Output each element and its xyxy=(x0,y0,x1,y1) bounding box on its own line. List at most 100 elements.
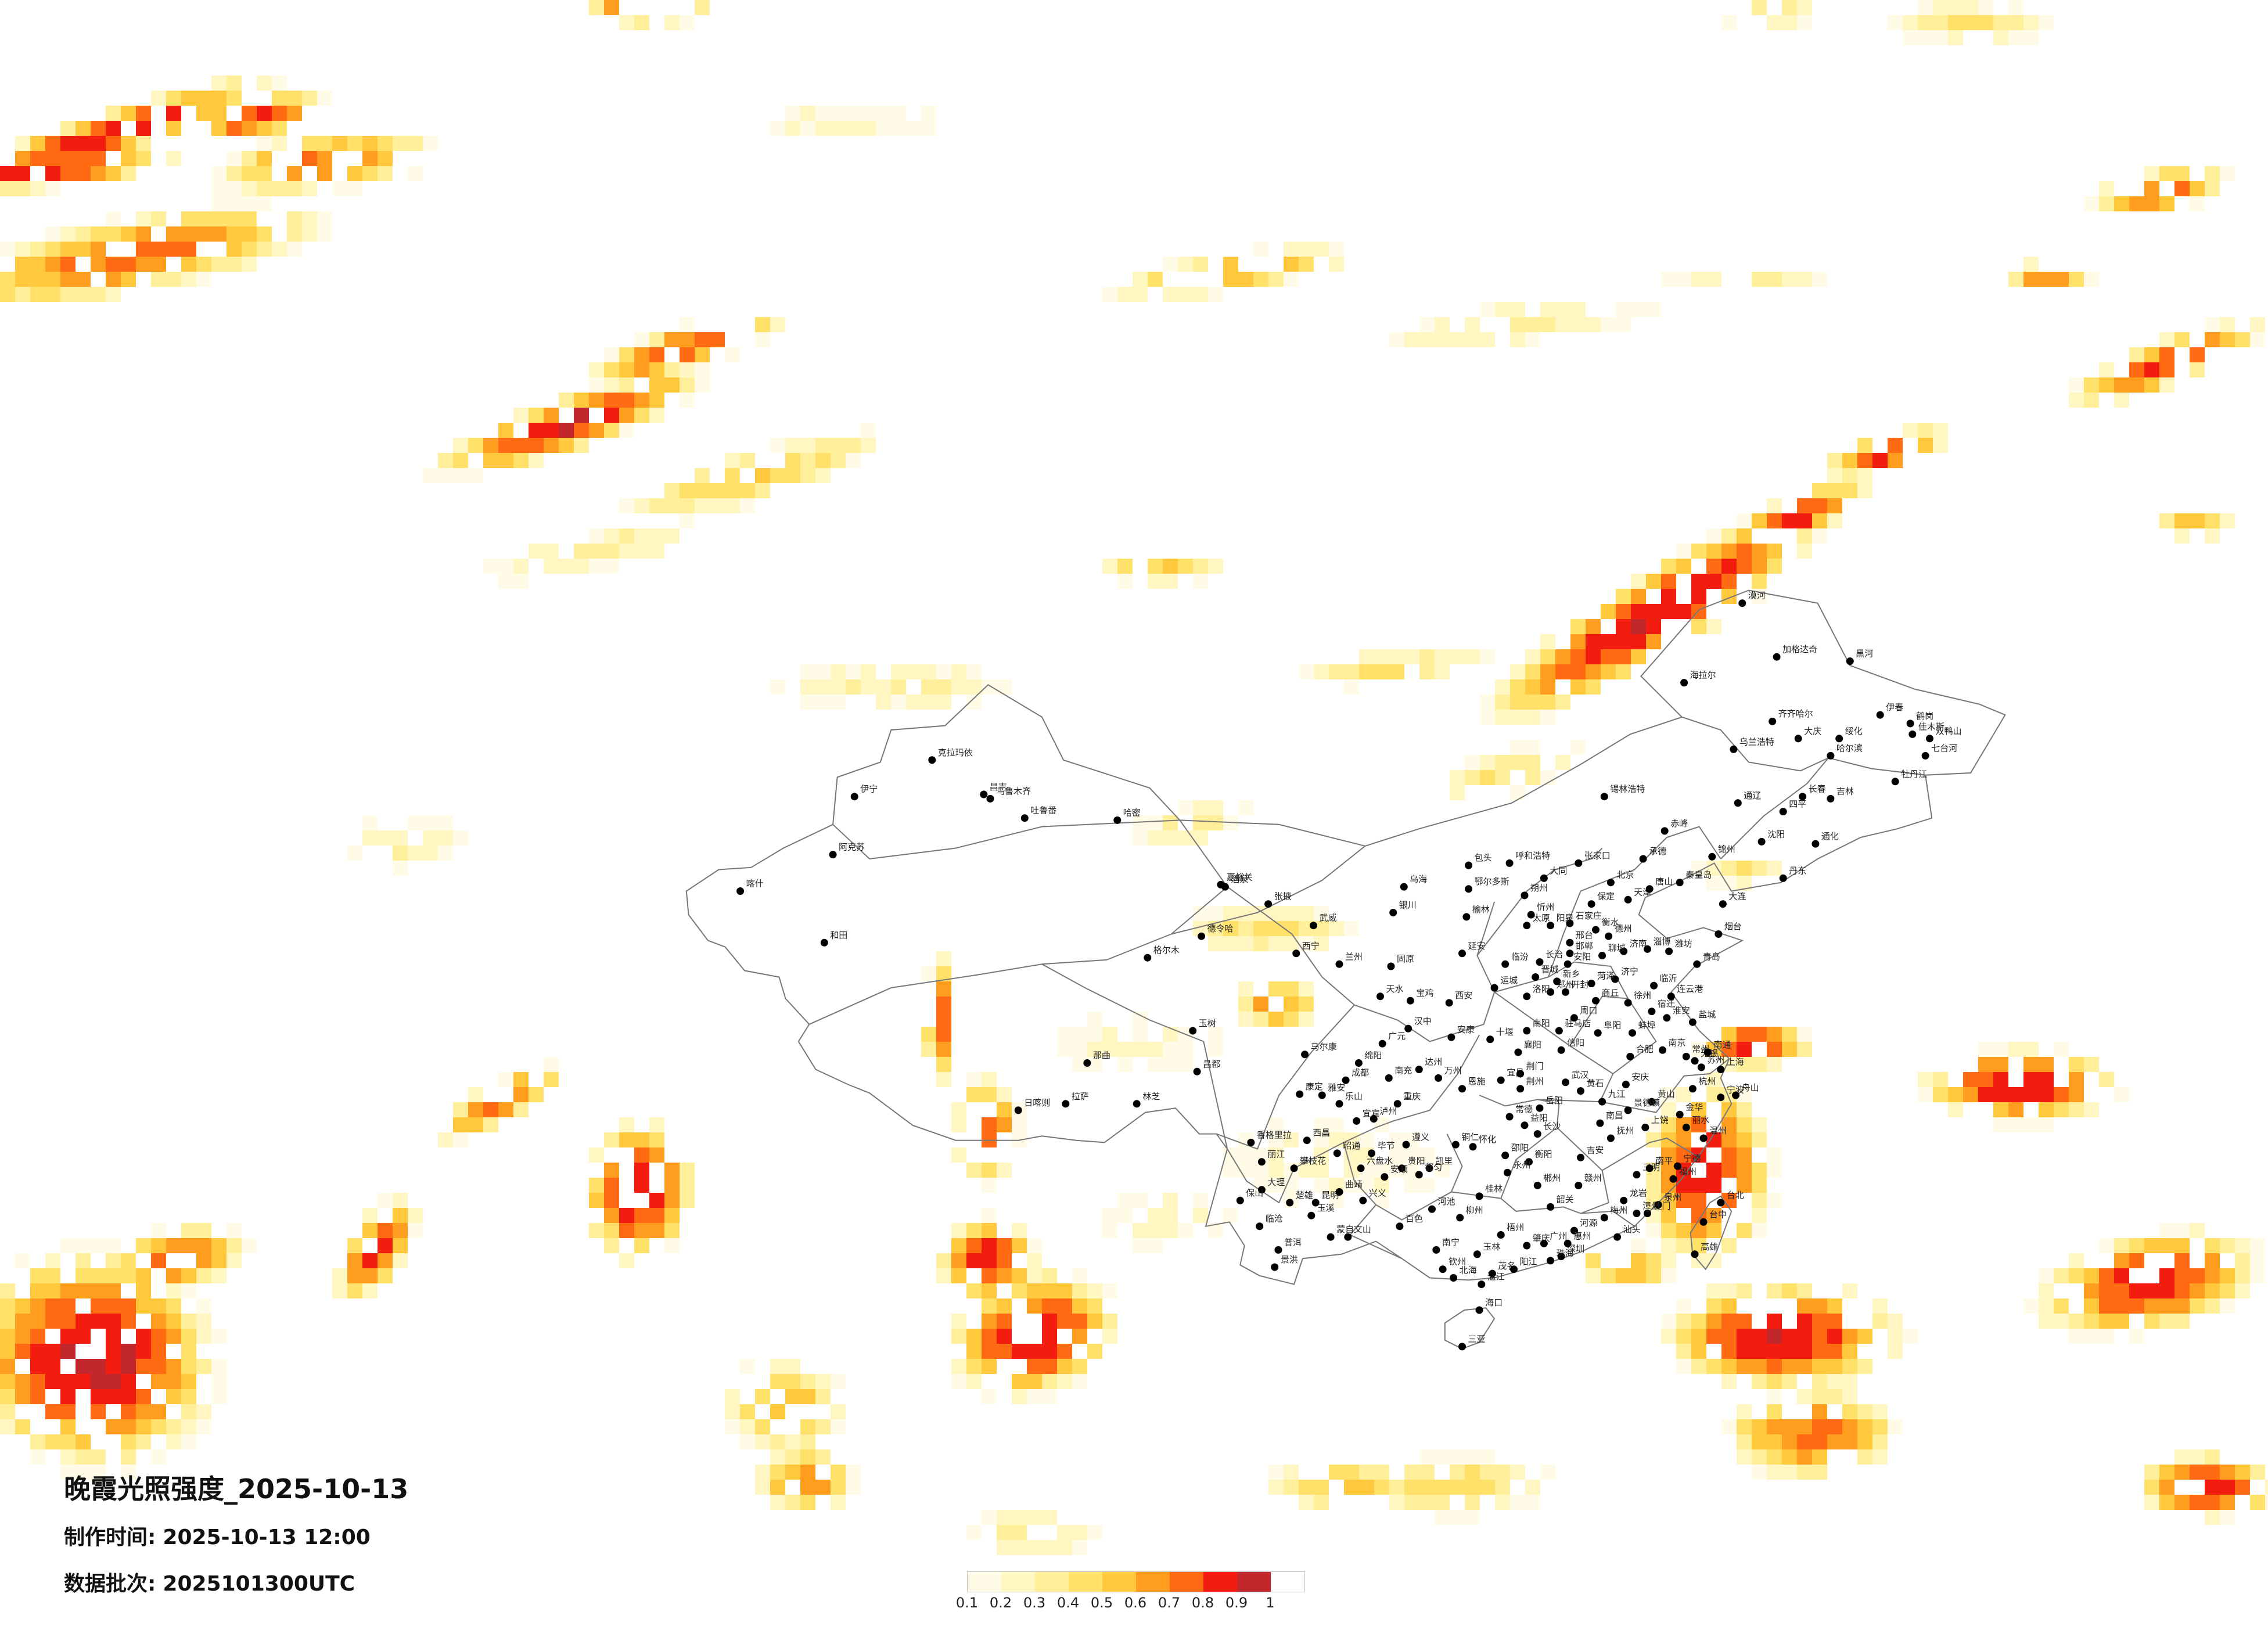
intensity-cell xyxy=(287,166,302,181)
intensity-cell xyxy=(1238,1147,1253,1163)
intensity-cell xyxy=(1057,1540,1072,1555)
intensity-cell xyxy=(2054,1268,2069,1283)
intensity-cell xyxy=(393,861,408,876)
city-label: 嘉峪关 xyxy=(1227,872,1253,882)
intensity-cell xyxy=(2054,1298,2069,1314)
intensity-cell xyxy=(272,121,287,136)
city-label: 西昌 xyxy=(1313,1128,1330,1138)
intensity-cell xyxy=(951,1329,966,1344)
city-marker: 毕节 xyxy=(1368,1141,1395,1157)
city-label: 上海 xyxy=(1727,1057,1744,1067)
intensity-cell xyxy=(1435,1449,1450,1465)
intensity-cell xyxy=(2008,30,2023,45)
intensity-cell xyxy=(1284,997,1299,1012)
intensity-cell xyxy=(287,91,302,106)
intensity-cell xyxy=(45,1283,60,1298)
intensity-cell xyxy=(1163,1193,1178,1208)
intensity-cell xyxy=(196,1314,211,1329)
city-label: 曲靖 xyxy=(1345,1179,1363,1190)
intensity-cell xyxy=(1329,1465,1344,1480)
intensity-cell xyxy=(1767,1042,1782,1057)
intensity-cell xyxy=(664,15,680,30)
intensity-cell xyxy=(1737,559,1752,574)
intensity-cell xyxy=(1284,906,1299,921)
intensity-cell xyxy=(619,377,634,393)
intensity-cell xyxy=(30,1434,45,1449)
intensity-cell xyxy=(1193,574,1208,589)
intensity-cell xyxy=(1389,649,1404,664)
intensity-cell xyxy=(1314,664,1329,679)
city-marker: 乐山 xyxy=(1335,1091,1363,1108)
intensity-cell xyxy=(408,136,423,151)
city-dot xyxy=(1473,1250,1481,1258)
intensity-cell xyxy=(1676,559,1691,574)
intensity-cell xyxy=(770,679,785,695)
intensity-cell xyxy=(800,1495,815,1510)
city-marker: 运城 xyxy=(1490,975,1518,992)
intensity-cell xyxy=(196,1223,211,1238)
intensity-cell xyxy=(604,544,619,559)
boundary-line xyxy=(1479,1095,1560,1199)
intensity-cell xyxy=(1314,1495,1329,1510)
intensity-cell xyxy=(136,226,151,242)
city-label: 唐山 xyxy=(1655,876,1673,887)
city-marker: 蚌埠 xyxy=(1629,1020,1656,1037)
intensity-cell xyxy=(1782,1042,1797,1057)
intensity-cell xyxy=(604,362,619,377)
intensity-cell xyxy=(242,196,257,211)
legend-swatch xyxy=(1203,1572,1237,1592)
intensity-cell xyxy=(1570,649,1586,664)
city-marker: 大庆 xyxy=(1794,726,1821,743)
city-marker: 宝鸡 xyxy=(1406,988,1433,1005)
city-dot xyxy=(1629,1029,1636,1037)
intensity-cell xyxy=(1117,287,1133,302)
intensity-cell xyxy=(2159,1268,2174,1283)
intensity-cell xyxy=(453,453,468,468)
intensity-cell xyxy=(2159,1238,2174,1253)
intensity-cell xyxy=(664,483,680,498)
city-marker: 蒙自 xyxy=(1327,1224,1354,1241)
intensity-cell xyxy=(91,1238,106,1253)
intensity-cell xyxy=(166,226,181,242)
intensity-cell xyxy=(106,1314,121,1329)
intensity-cell xyxy=(0,242,15,257)
intensity-cell xyxy=(891,695,906,710)
intensity-cell xyxy=(30,1314,45,1329)
intensity-cell xyxy=(0,272,15,287)
legend-tick: 0.7 xyxy=(1158,1595,1181,1611)
intensity-cell xyxy=(2054,1102,2069,1117)
intensity-cell xyxy=(815,106,831,121)
intensity-cell xyxy=(2220,1298,2235,1314)
intensity-cell xyxy=(2159,1223,2174,1238)
intensity-cell xyxy=(1827,1434,1842,1449)
city-dot xyxy=(1406,997,1414,1005)
city-marker: 鄂尔多斯 xyxy=(1465,876,1509,893)
city-dot xyxy=(1659,1046,1666,1054)
intensity-cell xyxy=(498,559,513,574)
intensity-cell xyxy=(1435,649,1450,664)
intensity-cell xyxy=(649,1117,664,1132)
intensity-cell xyxy=(1299,906,1314,921)
intensity-cell xyxy=(438,846,453,861)
city-marker: 珠海 xyxy=(1547,1248,1574,1265)
intensity-cell xyxy=(1661,1208,1676,1223)
city-label: 襄阳 xyxy=(1524,1039,1541,1050)
intensity-cell xyxy=(1268,1480,1284,1495)
city-marker: 普洱 xyxy=(1274,1237,1302,1254)
intensity-cell xyxy=(227,121,242,136)
intensity-cell xyxy=(1072,1283,1087,1298)
intensity-cell xyxy=(121,1419,136,1434)
city-label: 毕节 xyxy=(1378,1141,1395,1151)
intensity-cell xyxy=(1782,1419,1797,1434)
intensity-cell xyxy=(257,136,272,151)
sunset-glow-intensity-layer xyxy=(0,0,2268,1555)
city-label: 潍坊 xyxy=(1675,938,1692,949)
intensity-cell xyxy=(2205,513,2220,528)
intensity-cell xyxy=(680,1178,695,1193)
city-marker: 保定 xyxy=(1587,891,1615,908)
intensity-cell xyxy=(1268,1132,1284,1147)
intensity-cell xyxy=(121,1434,136,1449)
intensity-cell xyxy=(921,966,936,981)
intensity-cell xyxy=(1299,257,1314,272)
